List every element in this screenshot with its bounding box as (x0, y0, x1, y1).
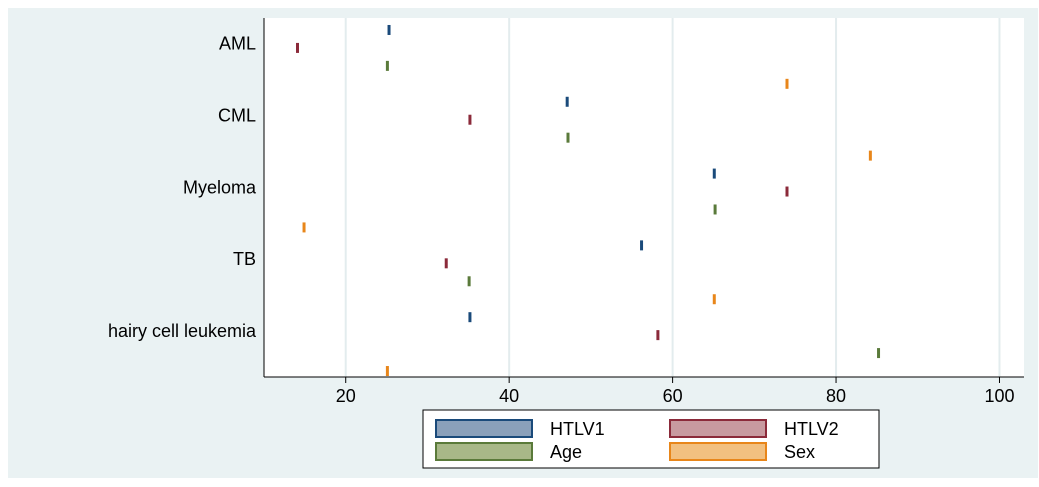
axes (263, 18, 1024, 378)
x-tick-label: 40 (499, 386, 519, 406)
legend-swatch-sex (669, 442, 767, 461)
category-label: CML (218, 105, 256, 125)
x-tick-label: 80 (826, 386, 846, 406)
legend-swatch-age (435, 442, 533, 461)
legend-label-age: Age (550, 442, 582, 462)
plot-area (264, 18, 1024, 377)
category-label: TB (233, 249, 256, 269)
legend-swatch-htlv1 (435, 419, 533, 438)
data-markers (296, 24, 881, 377)
legend-label-sex: Sex (784, 442, 815, 462)
x-tick-label: 20 (336, 386, 356, 406)
legend-label-htlv1: HTLV1 (550, 419, 605, 439)
x-ticks: 20 40 60 80 100 (336, 377, 1015, 406)
category-label: AML (219, 34, 256, 54)
x-tick-label: 100 (984, 386, 1014, 406)
x-tick-label: 60 (663, 386, 683, 406)
category-label: hairy cell leukemia (108, 321, 257, 341)
category-label: Myeloma (183, 177, 257, 197)
gridlines (344, 18, 1001, 377)
legend-label-htlv2: HTLV2 (784, 419, 839, 439)
legend: HTLV1 HTLV2 Age Sex (422, 409, 880, 469)
category-labels: AML CML Myeloma TB hairy cell leukemia (108, 34, 257, 341)
legend-swatch-htlv2 (669, 419, 767, 438)
